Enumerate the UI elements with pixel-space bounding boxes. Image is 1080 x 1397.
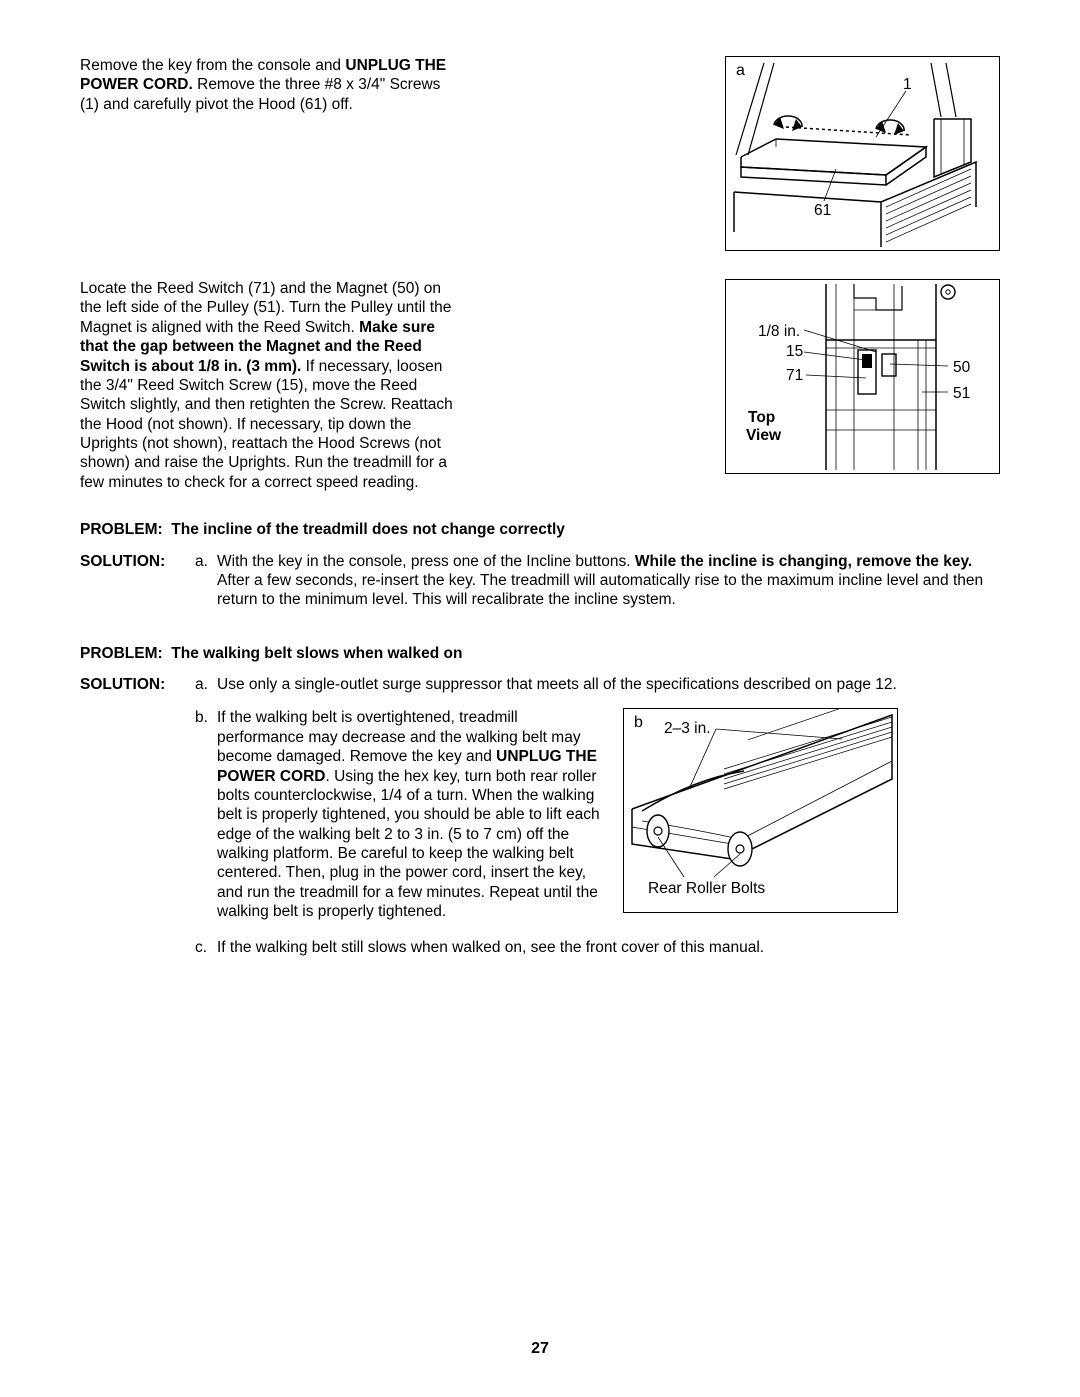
- solution-label: SOLUTION:: [80, 553, 165, 570]
- figure-b: b 2–3 in. Rear Roller Bolts: [623, 708, 898, 913]
- text: If necessary, loosen the 3/4" Reed Switc…: [80, 358, 453, 491]
- text-bold: While the incline is changing, remove th…: [635, 553, 972, 570]
- diagram-reed-switch: [726, 280, 1001, 475]
- problem-text: The incline of the treadmill does not ch…: [171, 521, 565, 538]
- solution-belt-b: b. If the walking belt is overtightened,…: [195, 708, 1000, 921]
- page-number: 27: [0, 1339, 1080, 1359]
- diagram-hood: [726, 57, 1001, 252]
- list-marker-b: b.: [195, 708, 217, 921]
- step-a-text: Remove the key from the console and UNPL…: [80, 56, 460, 114]
- diagram-roller-bolts: [624, 709, 899, 914]
- text: . Using the hex key, turn both rear roll…: [217, 768, 600, 921]
- problem-text: The walking belt slows when walked on: [171, 645, 462, 662]
- solution-belt-c: c. If the walking belt still slows when …: [195, 938, 1000, 957]
- text: If the walking belt still slows when wal…: [217, 938, 1000, 957]
- solution-incline: SOLUTION: a. With the key in the console…: [80, 552, 1000, 626]
- list-marker-a: a.: [195, 675, 217, 694]
- text: Use only a single-outlet surge suppresso…: [217, 675, 1000, 694]
- step-reed-text: Locate the Reed Switch (71) and the Magn…: [80, 279, 460, 492]
- solution-belt-a: SOLUTION: a. Use only a single-outlet su…: [80, 675, 1000, 694]
- problem-incline: PROBLEM: The incline of the treadmill do…: [80, 520, 1000, 539]
- problem-belt: PROBLEM: The walking belt slows when wal…: [80, 644, 1000, 663]
- figure-a: a 1 61: [725, 56, 1000, 251]
- list-marker-a: a.: [195, 552, 217, 610]
- text: With the key in the console, press one o…: [217, 553, 635, 570]
- text: After a few seconds, re-insert the key. …: [217, 572, 983, 608]
- figure-top-view: 1/8 in. 15 71 50 51 Top View: [725, 279, 1000, 474]
- text: Remove the key from the console and: [80, 57, 345, 74]
- list-marker-c: c.: [195, 938, 217, 957]
- solution-label: SOLUTION:: [80, 676, 165, 693]
- problem-label: PROBLEM:: [80, 645, 163, 662]
- problem-label: PROBLEM:: [80, 521, 163, 538]
